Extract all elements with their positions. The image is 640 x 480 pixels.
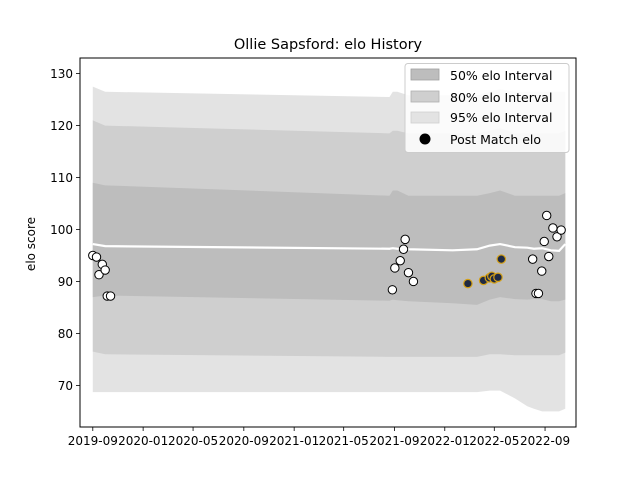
legend-swatch-95 [410,111,440,124]
x-tick-label-8: 2022-05 [469,434,519,448]
post-match-point-23 [533,288,544,299]
y-tick-label-1: 80 [58,327,73,341]
post-match-point-26 [542,210,552,221]
band-50-interval [92,182,566,305]
post-match-point-9 [395,255,405,266]
post-match-point-10 [398,244,409,254]
post-match-point-19 [493,272,503,283]
x-tick-label-5: 2021-05 [319,434,369,448]
post-match-point-1 [91,252,102,262]
post-match-point-12 [403,267,414,278]
post-match-point-8 [390,263,400,273]
legend-label-post-match: Post Match elo [450,132,541,147]
x-tick-label-4: 2021-01 [269,434,319,448]
legend-label-50: 50% elo Interval [450,68,552,83]
post-match-point-7 [387,285,398,295]
mean-elo-line [92,242,567,252]
legend-label-80: 80% elo Interval [450,90,552,105]
chart-title: Ollie Sapsford: elo History [234,37,423,53]
y-axis: 70 80 90 100 110 120 130 [50,67,80,393]
x-tick-label-3: 2020-09 [219,434,269,448]
plot-area [88,86,567,412]
x-tick-label-2: 2020-05 [168,434,218,448]
y-tick-label-4: 110 [50,171,73,185]
post-match-point-11 [400,234,410,245]
axes-frame [79,57,577,428]
x-tick-label-1: 2020-01 [118,434,168,448]
x-axis: 2019-09 2020-01 2020-05 2020-09 2021-01 2021-… [68,427,570,448]
y-tick-label-3: 100 [50,223,73,237]
y-tick-label-0: 70 [58,379,73,393]
post-match-point-21 [527,254,538,264]
y-axis-label: elo score [24,217,38,271]
post-match-point-30 [556,225,566,235]
post-match-point-27 [544,251,554,262]
y-tick-label-5: 120 [50,119,73,133]
x-tick-label-9: 2022-09 [520,434,570,448]
legend-frame [404,63,570,153]
post-match-point-25 [539,236,549,247]
x-tick-label-7: 2022-01 [420,434,470,448]
post-match-point-2 [94,270,104,280]
y-tick-label-6: 130 [50,67,73,81]
legend: 50% elo Interval 80% elo Interval 95% el… [404,63,570,153]
post-match-point-28 [548,223,558,233]
y-tick-label-2: 90 [58,275,73,289]
post-match-point-6 [105,291,116,301]
post-match-point-24 [537,266,547,276]
legend-swatch-80 [410,90,440,103]
post-match-point-4 [100,265,110,275]
x-tick-label-0: 2019-09 [68,434,118,448]
post-match-point-20 [496,254,507,264]
post-match-point-13 [408,276,419,287]
post-match-point-14 [463,278,473,289]
legend-swatch-50 [410,68,440,81]
x-tick-label-6: 2021-09 [369,434,419,448]
legend-label-95: 95% elo Interval [450,110,552,125]
post-match-point-29 [552,232,562,242]
legend-marker-post-match [419,133,431,145]
